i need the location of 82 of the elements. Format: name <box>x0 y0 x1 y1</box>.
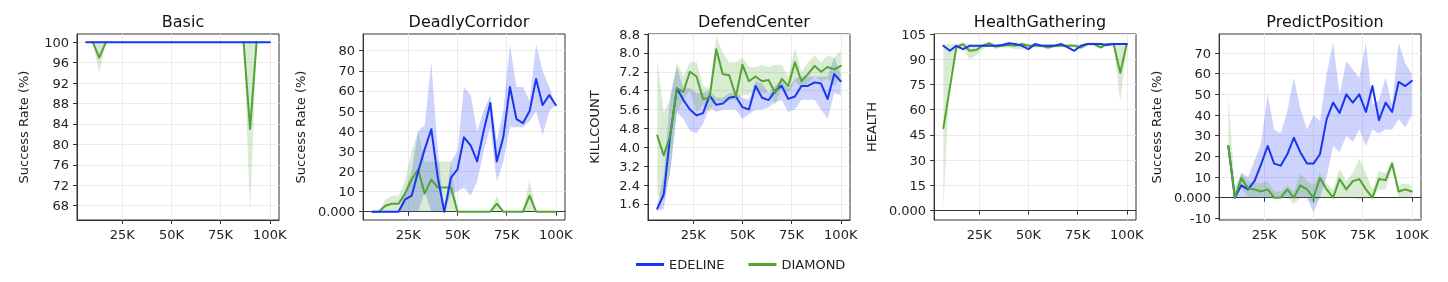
y-axis-title: Success Rate (%) <box>16 70 31 184</box>
y-tick-label: 105 <box>901 26 927 42</box>
x-tick-label: 25K <box>395 227 422 242</box>
y-axis-title: Success Rate (%) <box>1149 70 1164 184</box>
x-tick-label: 75K <box>1350 227 1376 242</box>
x-tick-label: 100K <box>1395 227 1429 242</box>
x-tick-label: 100K <box>824 227 858 242</box>
legend-label: EDELINE <box>669 257 725 272</box>
x-tick-label: 50K <box>1015 227 1042 242</box>
x-tick-label: 75K <box>208 227 234 242</box>
x-tick-label: 100K <box>253 227 287 242</box>
y-tick-label: 0.000 <box>888 203 927 219</box>
y-tick-label: 8.0 <box>619 45 640 61</box>
y-tick-label: 70 <box>338 63 356 79</box>
y-tick-label: 92 <box>52 75 69 91</box>
y-tick-label: 20 <box>338 163 356 179</box>
y-tick-label: 0.000 <box>1173 190 1212 206</box>
y-tick-label: 76 <box>52 157 69 173</box>
line-series <box>656 48 842 157</box>
y-tick-label: 2.4 <box>619 177 640 193</box>
line-series <box>1227 145 1413 199</box>
chart-title: HealthGathering <box>973 11 1107 31</box>
y-tick-label: 40 <box>338 123 356 139</box>
y-tick-label: 15 <box>909 177 927 193</box>
x-tick-label: 75K <box>494 227 520 242</box>
line-series <box>942 42 1128 52</box>
y-tick-label: 45 <box>909 127 927 143</box>
line-series <box>371 77 557 213</box>
y-tick-label: 10 <box>1194 169 1212 185</box>
x-tick-label: 50K <box>729 227 756 242</box>
y-tick-label: 7.2 <box>619 64 640 80</box>
x-tick-label: 25K <box>109 227 136 242</box>
y-tick-label: 50 <box>1194 86 1212 102</box>
y-tick-label: 100 <box>44 34 69 50</box>
y-tick-label: 0.000 <box>317 204 356 220</box>
x-tick-label: 100K <box>1110 227 1144 242</box>
y-tick-label: 4.0 <box>619 139 640 155</box>
y-tick-label: 30 <box>909 152 927 168</box>
y-tick-label: 90 <box>909 51 927 67</box>
chart-title: DefendCenter <box>698 11 811 31</box>
y-tick-label: 4.8 <box>619 120 640 136</box>
y-axis-title: Success Rate (%) <box>293 70 308 184</box>
chart-title: DeadlyCorridor <box>408 11 530 31</box>
y-tick-label: 60 <box>1194 66 1212 82</box>
chart-title: PredictPosition <box>1266 11 1384 31</box>
y-tick-label: 75 <box>909 76 927 92</box>
y-tick-label: 50 <box>338 103 356 119</box>
x-tick-label: 75K <box>1065 227 1091 242</box>
y-tick-label: 60 <box>909 102 927 118</box>
y-tick-label: 96 <box>52 55 69 71</box>
x-tick-label: 50K <box>444 227 471 242</box>
y-tick-label: 60 <box>338 83 356 99</box>
y-tick-label: 70 <box>1194 45 1212 61</box>
y-tick-label: 80 <box>52 136 69 152</box>
y-axis-title: HEALTH <box>864 101 879 153</box>
y-tick-label: 5.6 <box>619 102 640 118</box>
x-tick-label: 25K <box>1251 227 1278 242</box>
y-tick-label: 30 <box>338 143 356 159</box>
y-axis-title: KILLCOUNT <box>587 90 602 164</box>
x-tick-label: 50K <box>158 227 185 242</box>
line-series <box>942 42 1128 130</box>
x-tick-label: 50K <box>1300 227 1327 242</box>
x-tick-label: 25K <box>966 227 993 242</box>
y-tick-label: 80 <box>338 43 356 59</box>
y-tick-label: 88 <box>52 95 69 111</box>
chart-title: Basic <box>161 11 205 31</box>
y-tick-label: 68 <box>52 198 69 214</box>
x-tick-label: 75K <box>779 227 805 242</box>
y-tick-label: 1.6 <box>619 196 640 212</box>
y-tick-label: 20 <box>1194 148 1212 164</box>
x-tick-label: 25K <box>680 227 707 242</box>
y-tick-label: 3.2 <box>619 158 640 174</box>
y-tick-label: 6.4 <box>619 83 640 99</box>
x-tick-label: 100K <box>539 227 573 242</box>
y-tick-label: 8.8 <box>619 26 640 42</box>
y-tick-label: 40 <box>1194 107 1212 123</box>
y-tick-label: 30 <box>1194 128 1212 144</box>
legend-label: DIAMOND <box>781 257 846 272</box>
y-tick-label: 10 <box>338 184 356 200</box>
y-tick-label: -10 <box>1189 210 1212 226</box>
y-tick-label: 72 <box>52 177 69 193</box>
y-tick-label: 84 <box>52 116 69 132</box>
